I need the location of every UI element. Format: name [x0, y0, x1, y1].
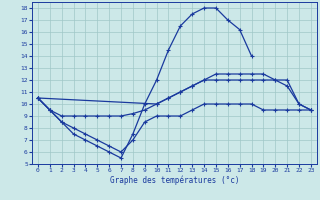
X-axis label: Graphe des températures (°c): Graphe des températures (°c): [110, 176, 239, 185]
